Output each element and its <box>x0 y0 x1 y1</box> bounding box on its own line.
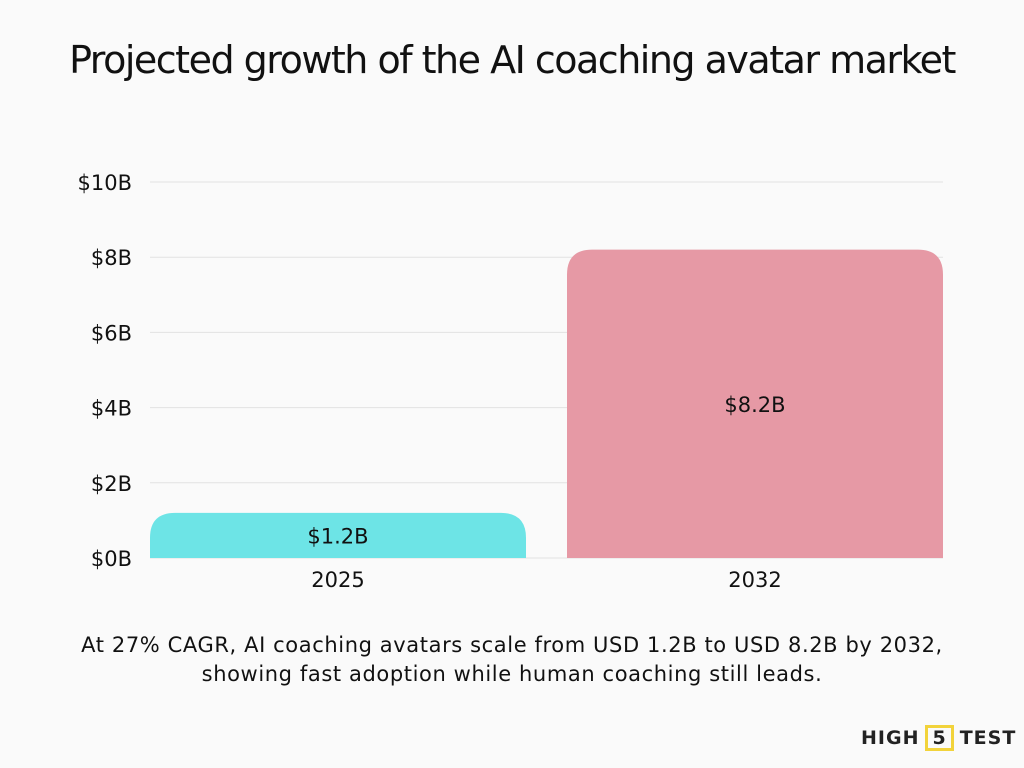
data-label: $8.2B <box>724 393 785 417</box>
chart-title: Projected growth of the AI coaching avat… <box>69 38 956 82</box>
logo-text-right: TEST <box>959 727 1017 749</box>
high5test-logo: HIGH 5 TEST <box>861 725 1016 751</box>
bar-2025 <box>150 512 526 558</box>
y-tick-label: $4B <box>91 397 132 421</box>
x-tick-label: 2025 <box>311 568 364 592</box>
x-tick-label: 2032 <box>728 568 781 592</box>
y-tick-label: $0B <box>91 547 132 571</box>
chart-caption: At 27% CAGR, AI coaching avatars scale f… <box>81 633 943 686</box>
y-tick-label: $8B <box>91 246 132 270</box>
y-tick-label: $6B <box>91 321 132 345</box>
data-label: $1.2B <box>307 524 368 548</box>
logo-five: 5 <box>925 725 954 751</box>
y-tick-label: $10B <box>78 171 133 195</box>
bar-2032 <box>567 249 943 558</box>
logo-text-left: HIGH <box>861 727 920 749</box>
y-tick-label: $2B <box>91 472 132 496</box>
